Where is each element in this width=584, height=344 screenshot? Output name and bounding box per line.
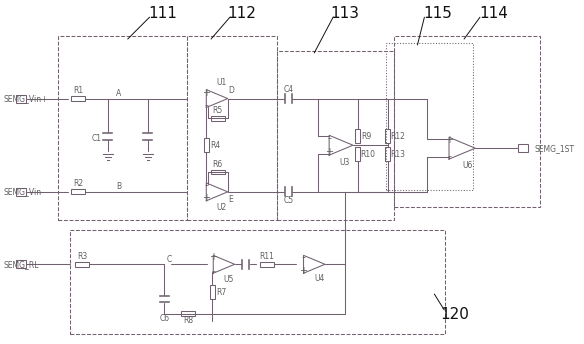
- Bar: [517, 144, 527, 152]
- Bar: [16, 260, 26, 268]
- Bar: [210, 285, 214, 299]
- Text: SEMG_1ST: SEMG_1ST: [534, 144, 575, 153]
- Bar: [16, 188, 26, 196]
- Text: SEMG_RL: SEMG_RL: [4, 260, 39, 269]
- Text: R9: R9: [361, 132, 372, 141]
- Text: 111: 111: [148, 6, 177, 21]
- Bar: [385, 43, 473, 190]
- Bar: [385, 147, 390, 161]
- Text: +: +: [202, 193, 210, 203]
- Text: U4: U4: [314, 274, 324, 283]
- Text: -: -: [211, 266, 215, 276]
- Text: R4: R4: [210, 141, 220, 150]
- Text: C6: C6: [159, 314, 169, 323]
- Text: 112: 112: [227, 6, 256, 21]
- Text: R1: R1: [73, 86, 83, 95]
- Bar: [71, 96, 85, 101]
- Text: U6: U6: [462, 161, 472, 170]
- Text: R12: R12: [390, 132, 405, 141]
- Text: U3: U3: [340, 158, 350, 166]
- Bar: [75, 262, 89, 267]
- Text: U1: U1: [217, 78, 227, 87]
- Text: -: -: [301, 252, 305, 262]
- Text: R6: R6: [212, 160, 222, 169]
- Bar: [356, 147, 360, 161]
- Text: C1: C1: [92, 134, 102, 143]
- Text: 115: 115: [423, 6, 452, 21]
- Text: 113: 113: [331, 6, 360, 21]
- Text: R11: R11: [259, 252, 274, 261]
- Text: +: +: [300, 266, 307, 276]
- Text: +: +: [445, 135, 453, 145]
- Text: E: E: [228, 195, 233, 204]
- Text: -: -: [204, 180, 208, 190]
- Text: -: -: [447, 151, 451, 161]
- Text: +: +: [202, 88, 210, 98]
- Text: SEMG_Vin-: SEMG_Vin-: [4, 187, 44, 196]
- Text: SEMG_Vin+: SEMG_Vin+: [4, 94, 48, 103]
- Bar: [187, 36, 277, 219]
- Bar: [16, 95, 26, 103]
- Bar: [260, 262, 273, 267]
- Bar: [71, 189, 85, 194]
- Text: B: B: [116, 182, 121, 191]
- Bar: [356, 129, 360, 143]
- Text: 114: 114: [479, 6, 508, 21]
- Text: C5: C5: [283, 196, 294, 205]
- Text: R10: R10: [360, 150, 376, 159]
- Text: +: +: [209, 252, 217, 262]
- Text: D: D: [228, 86, 234, 95]
- Text: R7: R7: [216, 288, 226, 297]
- Bar: [394, 36, 541, 207]
- Bar: [277, 51, 394, 219]
- Text: A: A: [116, 89, 121, 98]
- Bar: [204, 138, 208, 152]
- Text: R2: R2: [73, 180, 83, 189]
- Text: C: C: [167, 255, 172, 264]
- Text: -: -: [204, 100, 208, 110]
- Bar: [58, 36, 187, 219]
- Text: U2: U2: [217, 203, 227, 212]
- Text: R8: R8: [183, 316, 193, 325]
- Bar: [385, 129, 390, 143]
- Bar: [211, 116, 225, 121]
- Text: C4: C4: [283, 85, 294, 94]
- Text: R3: R3: [77, 252, 87, 261]
- Text: 120: 120: [441, 308, 470, 322]
- Text: R5: R5: [212, 106, 222, 115]
- Bar: [181, 311, 195, 316]
- Text: -: -: [327, 133, 331, 143]
- Text: R13: R13: [390, 150, 405, 159]
- Text: U5: U5: [224, 275, 234, 284]
- Bar: [211, 170, 225, 174]
- Text: +: +: [325, 147, 333, 157]
- Bar: [70, 229, 445, 334]
